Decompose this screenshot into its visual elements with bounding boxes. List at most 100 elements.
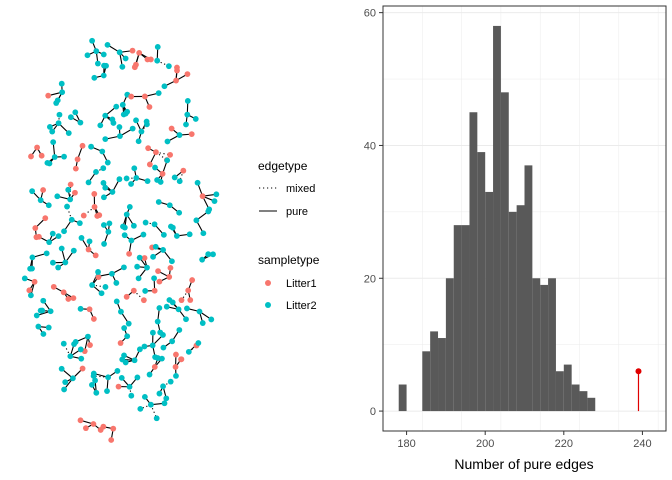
network-node: [67, 181, 74, 188]
network-node: [38, 152, 45, 159]
network-node: [168, 125, 175, 132]
network-node: [173, 77, 179, 84]
network-node: [37, 197, 44, 204]
network-node: [135, 275, 142, 282]
network-node: [40, 187, 47, 193]
network-node: [109, 116, 116, 123]
network-node: [58, 245, 65, 252]
network-node: [135, 138, 142, 145]
network-node: [121, 232, 128, 239]
observed-point: [635, 368, 642, 375]
network-node: [72, 165, 79, 172]
network-node: [86, 306, 93, 313]
network-node: [54, 97, 61, 104]
network-node: [100, 180, 107, 186]
network-node: [147, 56, 154, 63]
network-node: [97, 122, 104, 129]
y-tick-label: 20: [364, 273, 376, 285]
network-node: [62, 379, 69, 386]
network-node: [141, 393, 148, 400]
legend-litter1-key: [265, 280, 271, 286]
network-node: [141, 93, 148, 100]
network-node: [156, 390, 163, 397]
network-node: [76, 220, 83, 227]
network-node: [171, 174, 178, 181]
network-node: [50, 259, 56, 266]
network-node: [165, 63, 172, 70]
network-node: [120, 223, 126, 230]
network-node: [82, 425, 89, 432]
network-node: [92, 252, 99, 259]
network-node: [155, 268, 161, 274]
network-node: [180, 167, 187, 174]
network-node: [33, 312, 40, 319]
network-node: [67, 114, 74, 121]
network-node: [140, 231, 147, 238]
network-node: [89, 282, 95, 288]
mixed-edge: [129, 386, 132, 396]
network-node: [151, 275, 157, 282]
network-node: [95, 269, 101, 275]
histogram-bar: [555, 371, 564, 412]
network-node: [123, 211, 130, 218]
network-node: [72, 189, 78, 196]
histogram-bar: [453, 225, 462, 412]
network-node: [130, 222, 137, 229]
network-node: [167, 151, 173, 158]
network-node: [21, 275, 28, 282]
network-node: [173, 233, 180, 239]
network-node: [35, 323, 42, 330]
network-node: [166, 202, 173, 209]
network-node: [34, 144, 40, 151]
network-node: [40, 331, 47, 337]
network-node: [69, 375, 76, 382]
network-node: [213, 191, 220, 198]
network-node: [105, 374, 112, 381]
network-node: [122, 359, 129, 366]
network-node: [167, 264, 174, 271]
network-node: [94, 213, 101, 219]
histogram-bar: [516, 205, 525, 412]
network-node: [29, 265, 35, 272]
x-axis-title: Number of pure edges: [454, 456, 593, 472]
network-node: [118, 308, 124, 315]
network-node: [176, 327, 183, 333]
network-node: [149, 342, 156, 349]
network-node: [64, 203, 70, 210]
network-node: [87, 342, 93, 348]
histogram-bar: [524, 165, 533, 412]
network-node: [91, 191, 98, 197]
network-node: [206, 206, 213, 213]
panel-border: [382, 5, 667, 432]
network-node: [89, 381, 95, 388]
network-node: [109, 270, 115, 277]
network-node: [173, 351, 179, 358]
network-node: [117, 340, 124, 346]
network-node: [65, 296, 72, 302]
network-node: [50, 139, 57, 146]
histogram-bar: [485, 191, 494, 412]
network-node: [125, 320, 132, 327]
network-node: [33, 234, 40, 241]
network-node: [169, 338, 176, 345]
network-node: [163, 395, 170, 402]
y-tick-label: 40: [364, 140, 376, 152]
network-node: [161, 400, 168, 407]
network-node: [120, 111, 127, 118]
network-node: [136, 49, 143, 56]
mixed-edge: [145, 222, 155, 225]
histogram-bar: [508, 211, 517, 412]
network-node: [106, 220, 113, 227]
network-node: [208, 316, 215, 323]
network-plot: [21, 37, 220, 443]
network-node: [151, 364, 158, 370]
network-node: [176, 209, 183, 216]
network-node: [146, 104, 153, 110]
network-node: [102, 184, 109, 191]
network-node: [164, 138, 171, 145]
network-node: [133, 117, 139, 124]
histogram-bar: [398, 384, 407, 412]
network-node: [178, 356, 184, 363]
network-node: [133, 175, 140, 181]
network-node: [126, 250, 133, 257]
